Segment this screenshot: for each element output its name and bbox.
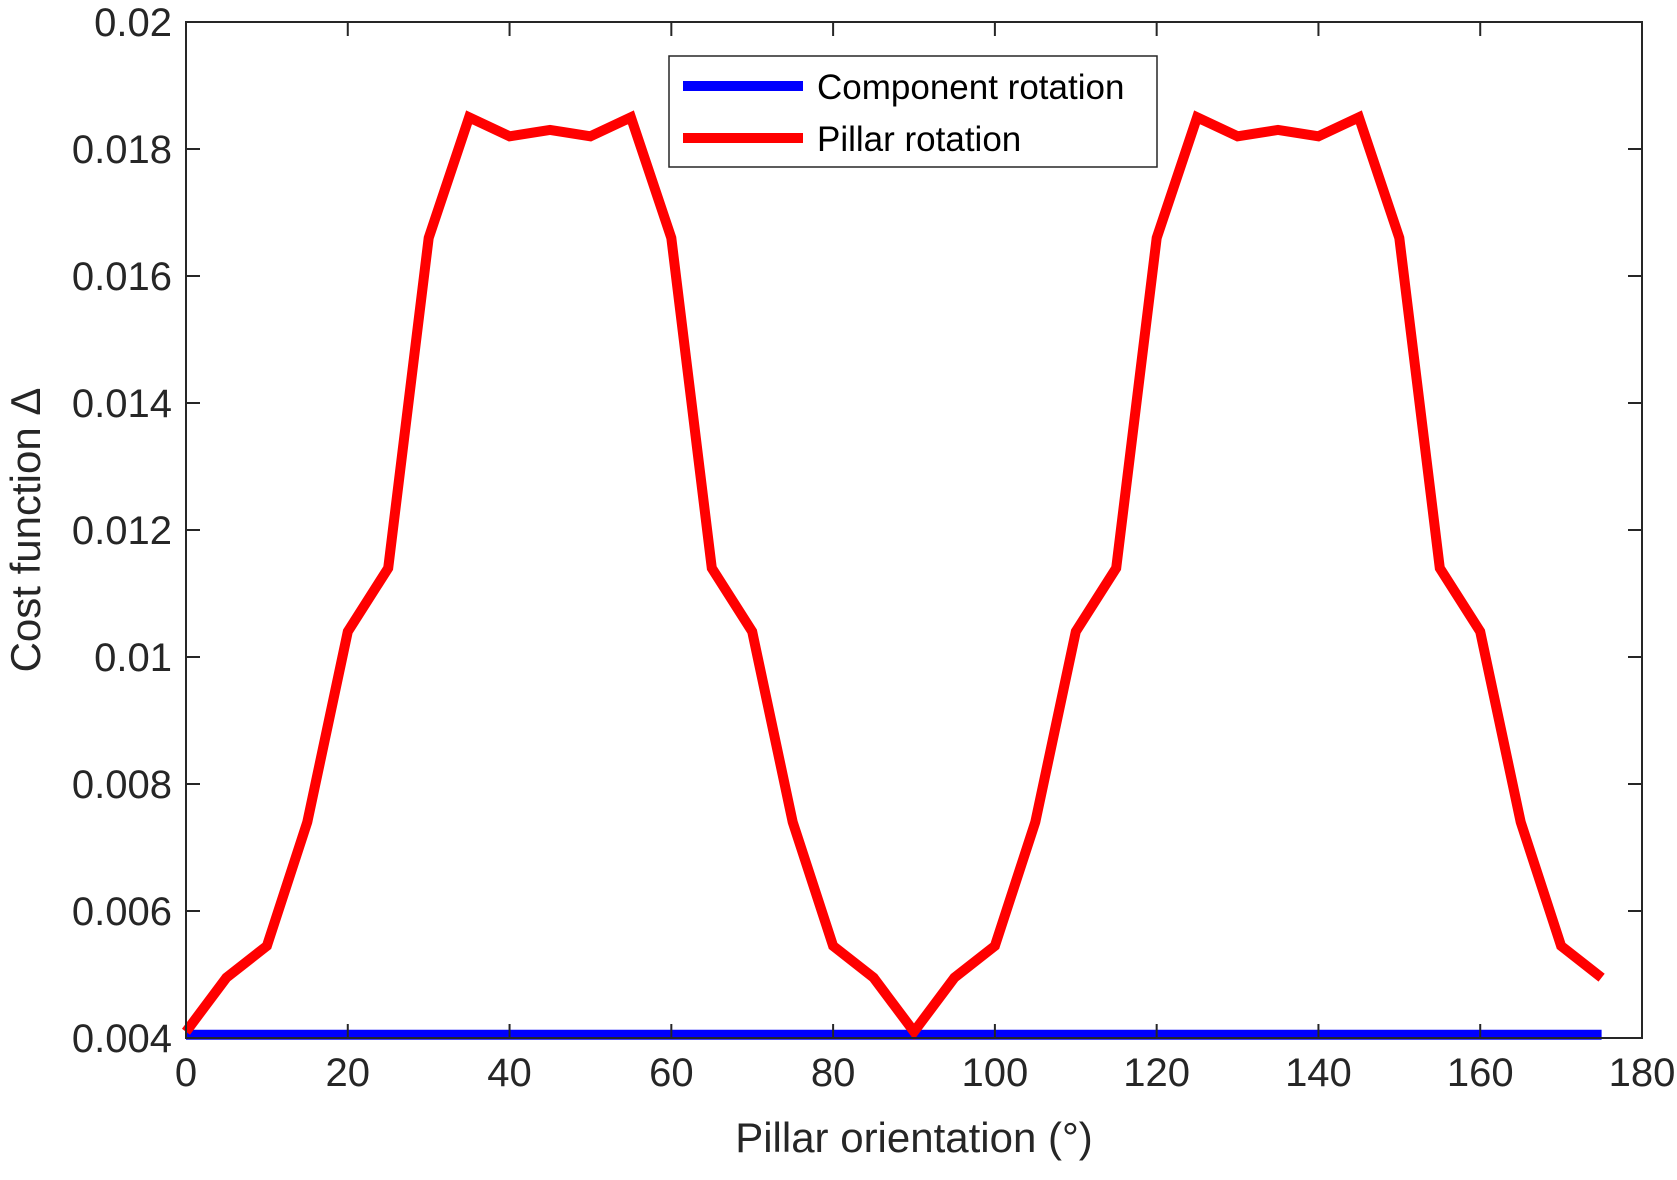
y-axis-title: Cost function Δ <box>2 388 49 673</box>
y-tick-label: 0.016 <box>72 255 172 299</box>
x-tick-label: 140 <box>1285 1051 1352 1095</box>
legend: Component rotation Pillar rotation <box>668 55 1158 168</box>
series-line-pillar-rotation <box>181 110 1605 1041</box>
legend-box <box>668 55 1158 168</box>
x-tick-label: 120 <box>1123 1051 1190 1095</box>
ticks-layer: 0 20 40 60 80 100 120 140 160 180 0.004 0.006 0.008 0… <box>72 1 1675 1095</box>
x-tick-label: 80 <box>811 1051 856 1095</box>
y-tick-label: 0.004 <box>72 1017 172 1061</box>
y-tick-label: 0.014 <box>72 382 172 426</box>
legend-label-pillar-rotation: Pillar rotation <box>817 120 1021 159</box>
x-tick-label: 160 <box>1447 1051 1514 1095</box>
y-tick-label: 0.02 <box>94 1 172 45</box>
y-tick-label: 0.006 <box>72 890 172 934</box>
x-axis-title: Pillar orientation (°) <box>735 1114 1093 1161</box>
series-layer <box>181 110 1605 1041</box>
x-tick-label: 40 <box>487 1051 532 1095</box>
x-tick-label: 180 <box>1609 1051 1676 1095</box>
x-tick-label: 20 <box>326 1051 371 1095</box>
x-tick-label: 100 <box>962 1051 1029 1095</box>
x-tick-label: 0 <box>175 1051 197 1095</box>
plot-area <box>186 22 1642 1038</box>
legend-label-component-rotation: Component rotation <box>817 68 1124 107</box>
y-tick-label: 0.01 <box>94 636 172 680</box>
y-tick-label: 0.008 <box>72 763 172 807</box>
y-tick-label: 0.018 <box>72 128 172 172</box>
y-tick-label: 0.012 <box>72 509 172 553</box>
x-tick-label: 60 <box>649 1051 694 1095</box>
